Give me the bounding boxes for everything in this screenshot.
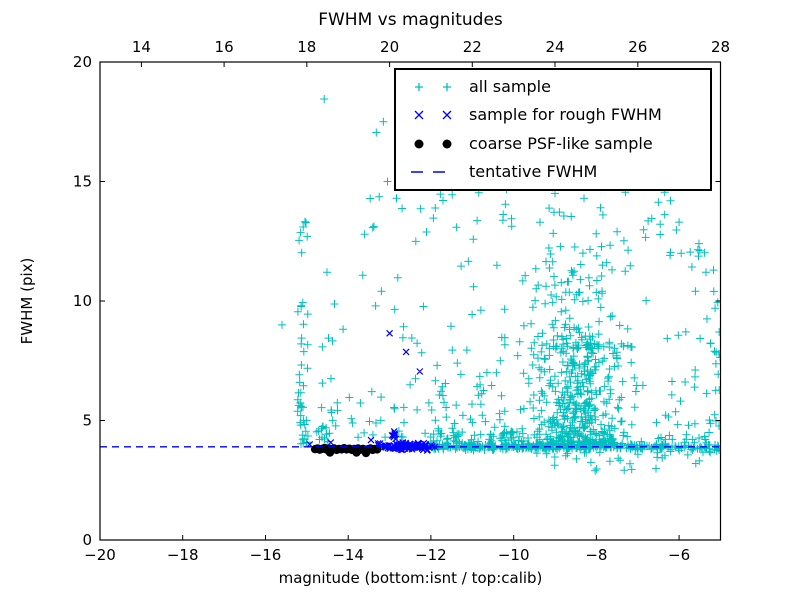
svg-text:26: 26	[628, 38, 647, 56]
legend-label: coarse PSF-like sample	[469, 133, 653, 153]
svg-text:−18: −18	[167, 546, 199, 564]
legend-item-coarse-psf: coarse PSF-like sample	[406, 131, 710, 157]
svg-text:−10: −10	[498, 546, 530, 564]
legend: all sample sample for rough FWHM coarse …	[394, 68, 712, 191]
tick-labels: −20 −18 −16 −14 −12 −10 −8 −6 14 16 18 20 22 24 26 28 0 5…	[73, 38, 730, 564]
plus-marker-icon	[415, 83, 451, 92]
legend-item-tentative-fwhm: tentative FWHM	[406, 159, 710, 185]
dot-marker-icon	[414, 139, 452, 149]
svg-text:−16: −16	[250, 546, 282, 564]
chart-title: FWHM vs magnitudes	[318, 10, 503, 30]
series-coarse-psf-like-sample	[310, 443, 382, 458]
svg-text:5: 5	[82, 412, 92, 430]
svg-text:16: 16	[215, 38, 234, 56]
legend-item-all-sample: all sample	[406, 74, 710, 100]
svg-text:−8: −8	[585, 546, 607, 564]
svg-text:18: 18	[297, 38, 316, 56]
legend-label: tentative FWHM	[469, 161, 598, 181]
svg-text:−12: −12	[415, 546, 447, 564]
svg-text:20: 20	[380, 38, 399, 56]
svg-text:10: 10	[73, 292, 92, 310]
plot-points	[100, 95, 721, 475]
svg-text:28: 28	[711, 38, 730, 56]
svg-text:15: 15	[73, 173, 92, 191]
legend-label: all sample	[469, 77, 551, 97]
y-axis-label: FWHM (pix)	[18, 257, 36, 345]
legend-label: sample for rough FWHM	[469, 105, 662, 125]
legend-item-rough-fwhm: sample for rough FWHM	[406, 102, 710, 128]
x-axis-label: magnitude (bottom:isnt / top:calib)	[278, 569, 543, 587]
svg-text:20: 20	[73, 53, 92, 71]
svg-text:0: 0	[82, 531, 92, 549]
axis-ticks	[99, 61, 721, 541]
svg-text:−6: −6	[668, 546, 690, 564]
svg-text:−14: −14	[332, 546, 364, 564]
svg-text:−20: −20	[84, 546, 116, 564]
dashed-line-icon	[411, 171, 455, 173]
svg-text:22: 22	[463, 38, 482, 56]
svg-text:14: 14	[132, 38, 151, 56]
x-marker-icon	[414, 110, 452, 120]
svg-text:24: 24	[545, 38, 564, 56]
